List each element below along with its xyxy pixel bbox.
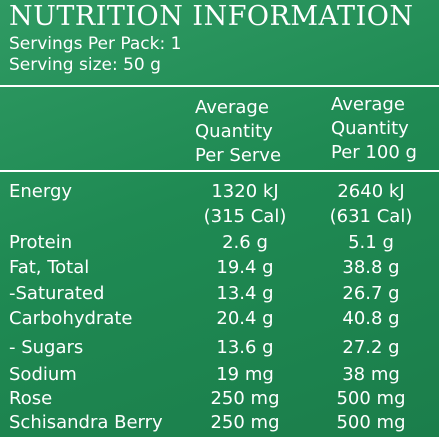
page-title: NUTRITION INFORMATION: [9, 1, 414, 32]
per-serve-value: 250 mg: [210, 388, 280, 409]
table-row: Energy 1320 kJ 2640 kJ: [0, 180, 439, 204]
per-100g-value: 5.1 g: [348, 232, 394, 253]
column-header-line: Average: [195, 97, 269, 118]
table-row: (315 Cal) (631 Cal): [0, 205, 439, 229]
per-100g-value: (631 Cal): [329, 206, 413, 227]
per-serve-value: 20.4 g: [216, 308, 274, 329]
per-serve-value: 13.4 g: [216, 283, 274, 304]
column-header-line: Quantity: [331, 118, 409, 139]
table-row: Fat, Total 19.4 g 38.8 g: [0, 256, 439, 280]
column-header-line: Per Serve: [195, 145, 282, 166]
per-100g-value: 38 mg: [342, 364, 400, 385]
nutrient-label: Fat, Total: [9, 257, 90, 278]
column-header-per-100g: Average Quantity Per 100 g: [331, 93, 417, 165]
column-header-line: Quantity: [195, 121, 273, 142]
table-row: Protein 2.6 g 5.1 g: [0, 231, 439, 255]
per-100g-value: 2640 kJ: [337, 181, 405, 202]
servings-per-pack: Servings Per Pack: 1: [9, 34, 182, 54]
nutrient-label: Rose: [9, 388, 53, 409]
column-header-per-serve: Average Quantity Per Serve: [195, 96, 281, 168]
table-row: -Saturated 13.4 g 26.7 g: [0, 282, 439, 306]
serving-size: Serving size: 50 g: [9, 55, 161, 75]
nutrient-label: Sodium: [9, 364, 77, 385]
nutrient-label: -Saturated: [9, 283, 105, 304]
nutrient-label: Schisandra Berry: [9, 412, 163, 433]
column-header-line: Average: [331, 94, 405, 115]
per-serve-value: 1320 kJ: [211, 181, 279, 202]
per-serve-value: 2.6 g: [222, 232, 268, 253]
nutrient-label: Protein: [9, 232, 73, 253]
per-100g-value: 500 mg: [336, 388, 406, 409]
divider-header: [0, 170, 439, 172]
table-row: Schisandra Berry 250 mg 500 mg: [0, 411, 439, 435]
nutrient-label: Carbohydrate: [9, 308, 133, 329]
per-serve-value: 19 mg: [216, 364, 274, 385]
column-header-line: Per 100 g: [331, 142, 417, 163]
nutrient-label: Energy: [9, 181, 73, 202]
per-100g-value: 26.7 g: [342, 283, 400, 304]
per-100g-value: 40.8 g: [342, 308, 400, 329]
nutrient-label: - Sugars: [9, 337, 84, 358]
per-serve-value: (315 Cal): [203, 206, 287, 227]
per-100g-value: 38.8 g: [342, 257, 400, 278]
table-row: - Sugars 13.6 g 27.2 g: [0, 336, 439, 360]
per-serve-value: 19.4 g: [216, 257, 274, 278]
per-serve-value: 13.6 g: [216, 337, 274, 358]
per-100g-value: 27.2 g: [342, 337, 400, 358]
divider-top: [0, 85, 439, 87]
table-row: Rose 250 mg 500 mg: [0, 387, 439, 411]
table-row: Carbohydrate 20.4 g 40.8 g: [0, 307, 439, 331]
per-100g-value: 500 mg: [336, 412, 406, 433]
table-row: Sodium 19 mg 38 mg: [0, 363, 439, 387]
per-serve-value: 250 mg: [210, 412, 280, 433]
